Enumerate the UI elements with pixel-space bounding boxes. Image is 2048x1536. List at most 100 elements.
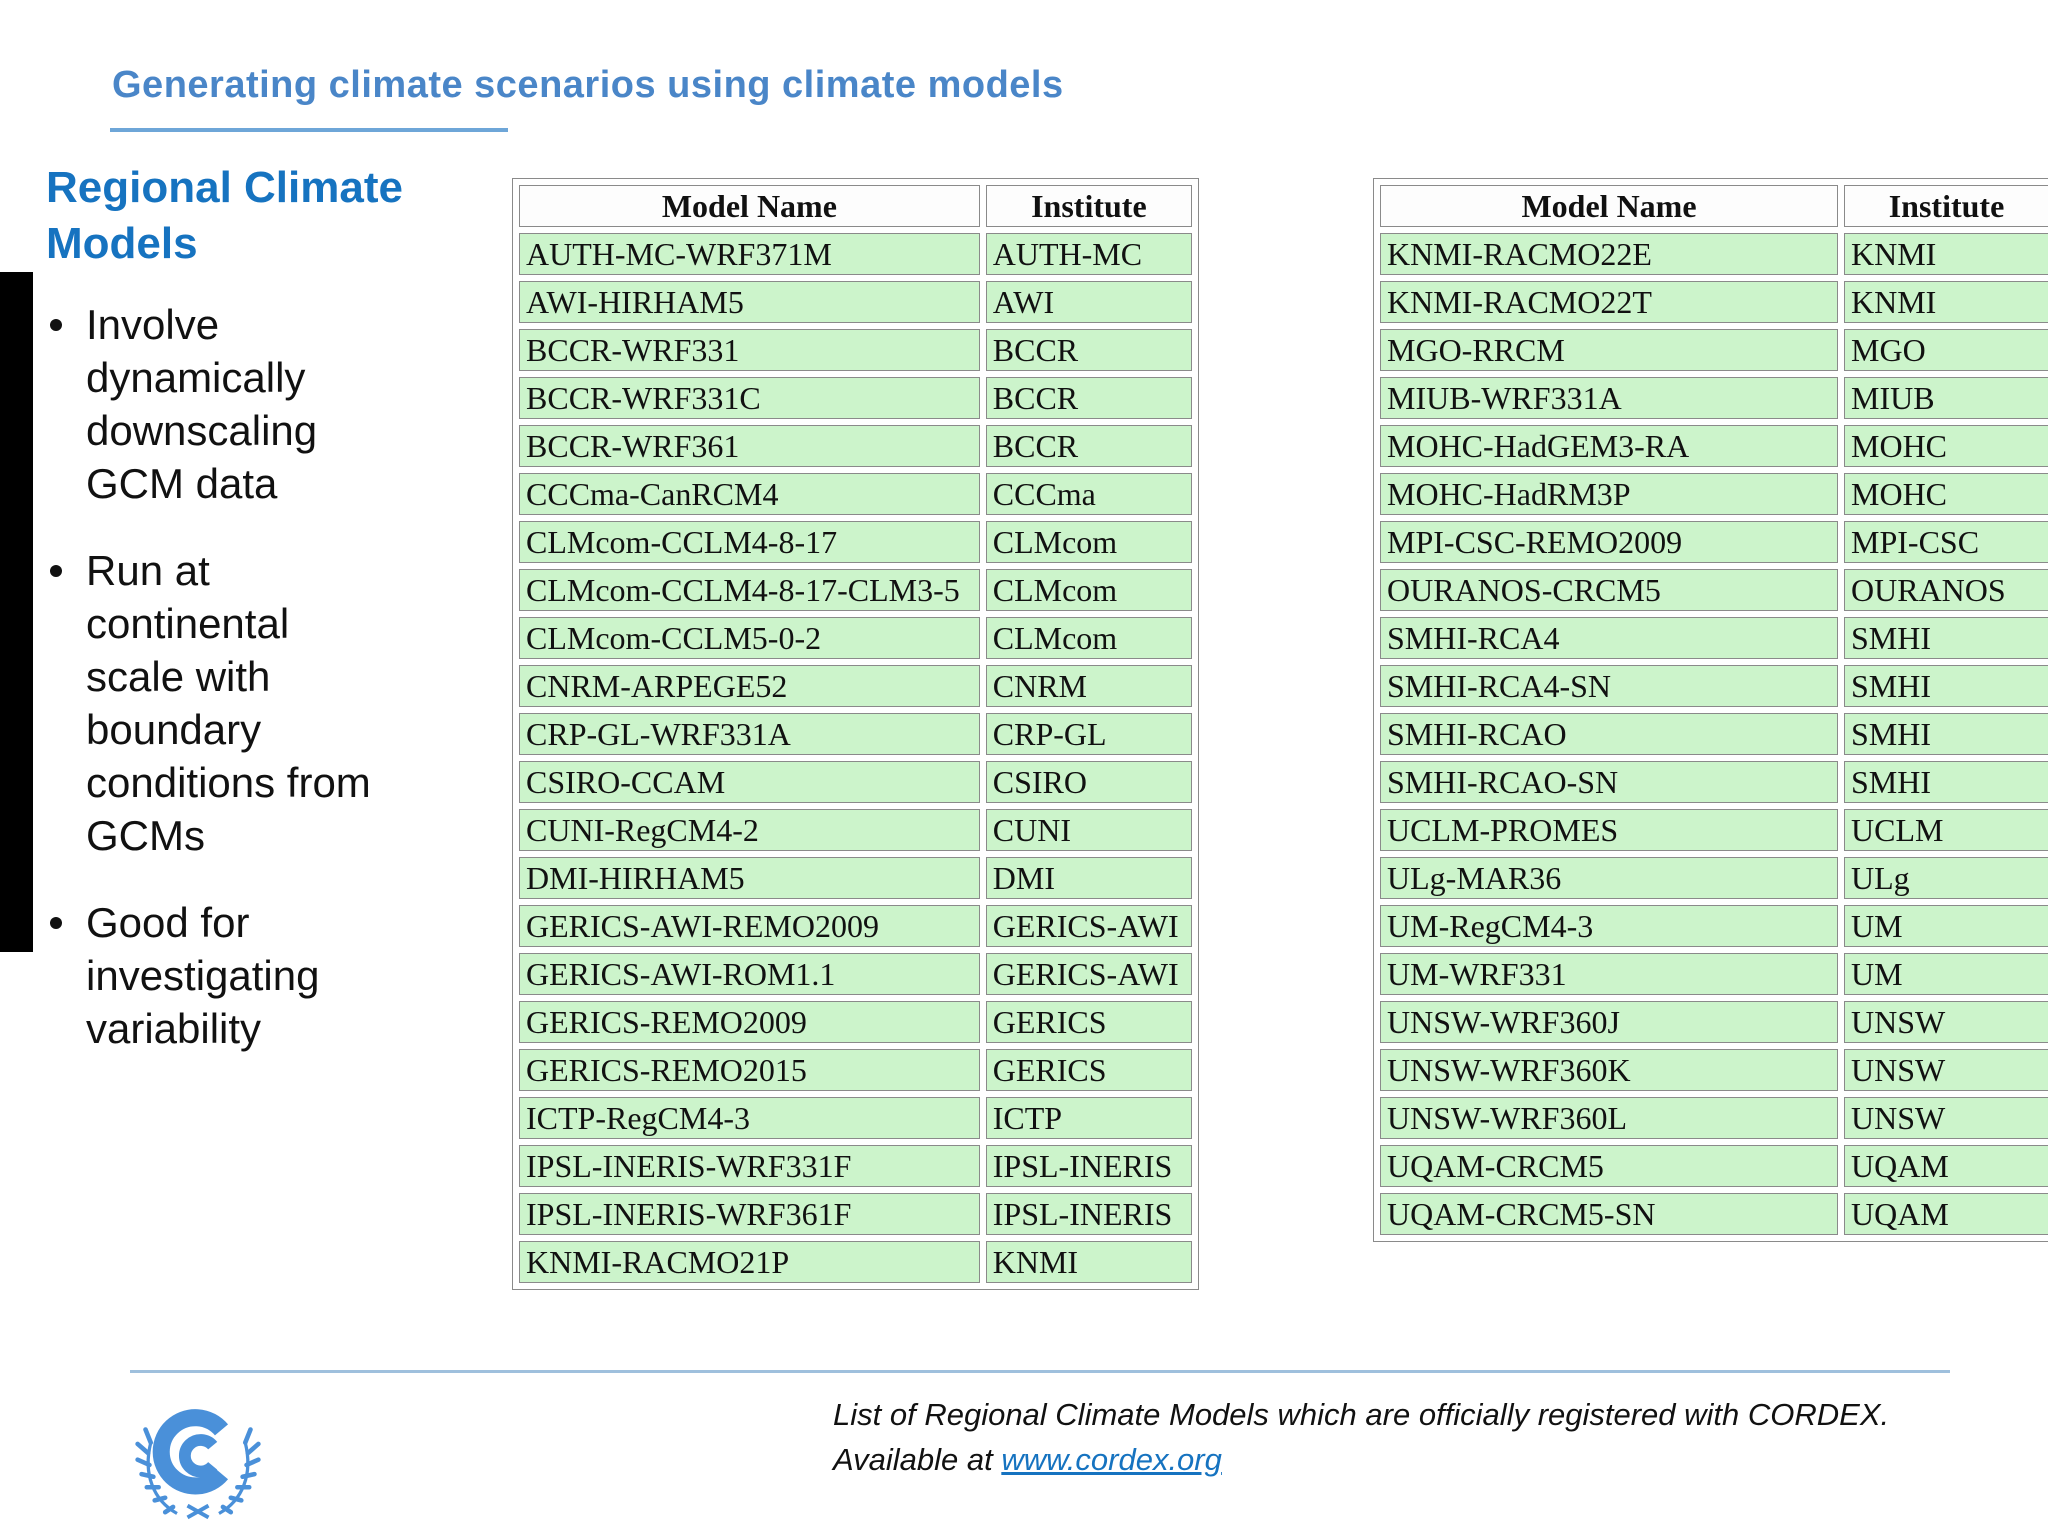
bullet-item: Good for investigating variability (46, 896, 376, 1055)
model-name-cell: CCCma-CanRCM4 (519, 473, 980, 515)
table-row: OURANOS-CRCM5 OURANOS (1380, 569, 2048, 611)
table-body: KNMI-RACMO22E KNMI KNMI-RACMO22T KNMI MGO-RR… (1380, 233, 2048, 1235)
caption-line2: Available at www.cordex.org (833, 1437, 1983, 1482)
column-header-institute: Institute (985, 185, 1192, 227)
table-row: UM-WRF331 UM (1380, 953, 2048, 995)
table-row: UNSW-WRF360L UNSW (1380, 1097, 2048, 1139)
model-name-cell: GERICS-AWI-ROM1.1 (519, 953, 980, 995)
table-row: CCCma-CanRCM4 CCCma (519, 473, 1192, 515)
institute-cell: MPI-CSC (1844, 521, 2048, 563)
institute-cell: GERICS (985, 1001, 1192, 1043)
table-row: CNRM-ARPEGE52 CNRM (519, 665, 1192, 707)
model-name-cell: IPSL-INERIS-WRF361F (519, 1193, 980, 1235)
institute-cell: UNSW (1844, 1001, 2048, 1043)
model-name-cell: SMHI-RCA4-SN (1380, 665, 1838, 707)
table-row: SMHI-RCAO-SN SMHI (1380, 761, 2048, 803)
rcm-table-left: Model Name Institute AUTH-MC-WRF371M AUTH… (512, 178, 1199, 1290)
table-row: CLMcom-CCLM4-8-17-CLM3-5 CLMcom (519, 569, 1192, 611)
table-row: CSIRO-CCAM CSIRO (519, 761, 1192, 803)
table-row: CLMcom-CCLM5-0-2 CLMcom (519, 617, 1192, 659)
institute-cell: MOHC (1844, 425, 2048, 467)
institute-cell: UM (1844, 953, 2048, 995)
bullet-item: Run at continental scale with boundary c… (46, 544, 376, 862)
institute-cell: ICTP (985, 1097, 1192, 1139)
table-row: MGO-RRCM MGO (1380, 329, 2048, 371)
institute-cell: GERICS-AWI (985, 953, 1192, 995)
institute-cell: MOHC (1844, 473, 2048, 515)
left-panel: Regional Climate Models Involve dynamica… (46, 160, 466, 1089)
model-name-cell: AUTH-MC-WRF371M (519, 233, 980, 275)
institute-cell: GERICS-AWI (985, 905, 1192, 947)
model-name-cell: CLMcom-CCLM4-8-17 (519, 521, 980, 563)
table-row: UQAM-CRCM5 UQAM (1380, 1145, 2048, 1187)
model-name-cell: KNMI-RACMO22E (1380, 233, 1838, 275)
institute-cell: UCLM (1844, 809, 2048, 851)
institute-cell: OURANOS (1844, 569, 2048, 611)
table-row: SMHI-RCA4 SMHI (1380, 617, 2048, 659)
table-row: CLMcom-CCLM4-8-17 CLMcom (519, 521, 1192, 563)
column-header-model-name: Model Name (1380, 185, 1838, 227)
institute-cell: ULg (1844, 857, 2048, 899)
table-caption: List of Regional Climate Models which ar… (833, 1392, 1983, 1482)
institute-cell: BCCR (985, 425, 1192, 467)
model-name-cell: CLMcom-CCLM4-8-17-CLM3-5 (519, 569, 980, 611)
model-name-cell: BCCR-WRF331C (519, 377, 980, 419)
caption-line1: List of Regional Climate Models which ar… (833, 1397, 1890, 1432)
institute-cell: SMHI (1844, 617, 2048, 659)
model-name-cell: UNSW-WRF360J (1380, 1001, 1838, 1043)
institute-cell: AWI (985, 281, 1192, 323)
table-row: BCCR-WRF361 BCCR (519, 425, 1192, 467)
institute-cell: SMHI (1844, 713, 2048, 755)
footer-divider-line (130, 1370, 1950, 1373)
table-row: UCLM-PROMES UCLM (1380, 809, 2048, 851)
table-header-row: Model Name Institute (1380, 185, 2048, 227)
institute-cell: KNMI (985, 1241, 1192, 1283)
logo-inner-c (178, 1434, 218, 1478)
model-name-cell: KNMI-RACMO21P (519, 1241, 980, 1283)
table-body: AUTH-MC-WRF371M AUTH-MC AWI-HIRHAM5 AWI BCCR… (519, 233, 1192, 1283)
institute-cell: AUTH-MC (985, 233, 1192, 275)
model-name-cell: CUNI-RegCM4-2 (519, 809, 980, 851)
model-name-cell: GERICS-AWI-REMO2009 (519, 905, 980, 947)
model-name-cell: UM-RegCM4-3 (1380, 905, 1838, 947)
model-name-cell: BCCR-WRF361 (519, 425, 980, 467)
institute-cell: CUNI (985, 809, 1192, 851)
model-name-cell: ULg-MAR36 (1380, 857, 1838, 899)
page-title: Generating climate scenarios using clima… (112, 64, 1064, 106)
model-name-cell: CSIRO-CCAM (519, 761, 980, 803)
institute-cell: SMHI (1844, 665, 2048, 707)
institute-cell: CLMcom (985, 617, 1192, 659)
model-name-cell: KNMI-RACMO22T (1380, 281, 1838, 323)
logo-outer-c (152, 1409, 229, 1495)
table-row: ULg-MAR36 ULg (1380, 857, 2048, 899)
model-name-cell: MOHC-HadRM3P (1380, 473, 1838, 515)
table-row: BCCR-WRF331 BCCR (519, 329, 1192, 371)
model-name-cell: CLMcom-CCLM5-0-2 (519, 617, 980, 659)
table-row: AUTH-MC-WRF371M AUTH-MC (519, 233, 1192, 275)
institute-cell: IPSL-INERIS (985, 1193, 1192, 1235)
institute-cell: CSIRO (985, 761, 1192, 803)
institute-cell: BCCR (985, 377, 1192, 419)
model-name-cell: OURANOS-CRCM5 (1380, 569, 1838, 611)
table-row: KNMI-RACMO22T KNMI (1380, 281, 2048, 323)
cordex-link[interactable]: www.cordex.org (1001, 1442, 1222, 1477)
model-name-cell: CRP-GL-WRF331A (519, 713, 980, 755)
table-row: DMI-HIRHAM5 DMI (519, 857, 1192, 899)
table-row: MPI-CSC-REMO2009 MPI-CSC (1380, 521, 2048, 563)
model-name-cell: BCCR-WRF331 (519, 329, 980, 371)
institute-cell: UQAM (1844, 1193, 2048, 1235)
table-row: MIUB-WRF331A MIUB (1380, 377, 2048, 419)
bullet-item: Involve dynamically downscaling GCM data (46, 298, 376, 510)
column-header-model-name: Model Name (519, 185, 980, 227)
rcm-table-right: Model Name Institute KNMI-RACMO22E KNMI KN… (1373, 178, 2048, 1242)
institute-cell: IPSL-INERIS (985, 1145, 1192, 1187)
table-row: MOHC-HadGEM3-RA MOHC (1380, 425, 2048, 467)
model-name-cell: UNSW-WRF360K (1380, 1049, 1838, 1091)
institute-cell: KNMI (1844, 233, 2048, 275)
institute-cell: CNRM (985, 665, 1192, 707)
table-row: GERICS-AWI-REMO2009 GERICS-AWI (519, 905, 1192, 947)
table-row: MOHC-HadRM3P MOHC (1380, 473, 2048, 515)
model-name-cell: AWI-HIRHAM5 (519, 281, 980, 323)
table-row: SMHI-RCAO SMHI (1380, 713, 2048, 755)
institute-cell: CLMcom (985, 569, 1192, 611)
